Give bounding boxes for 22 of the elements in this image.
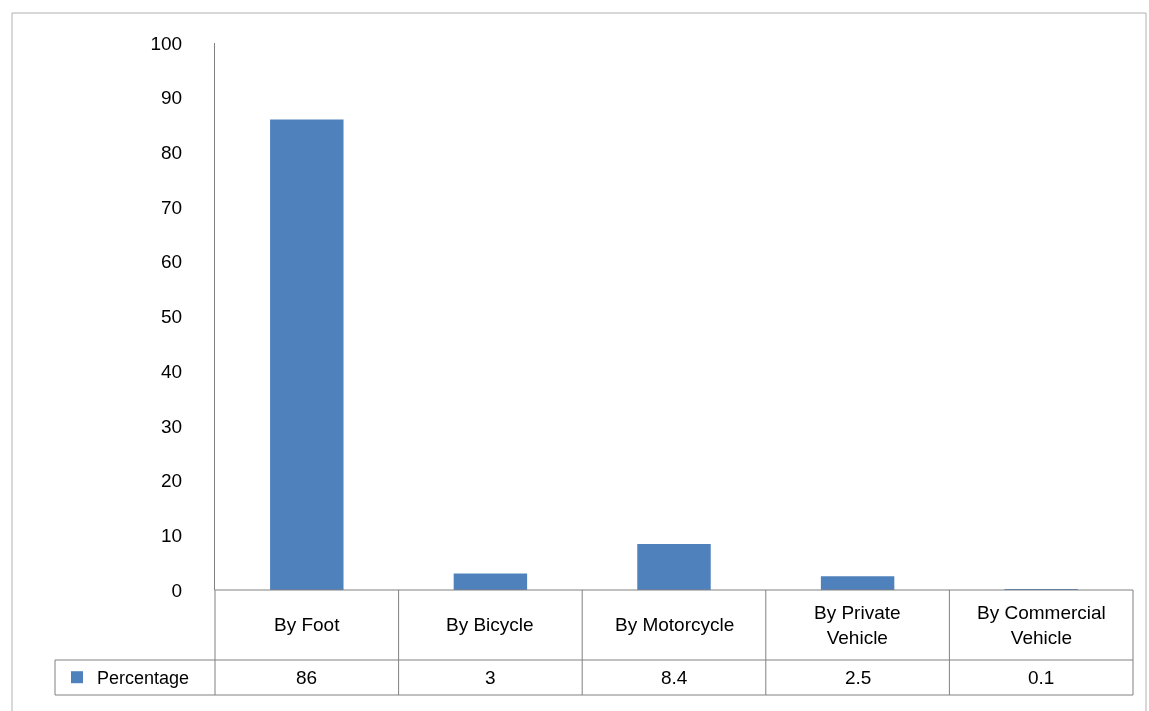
- data-label: 2.5: [845, 667, 872, 688]
- y-tick-label: 10: [161, 524, 183, 546]
- y-tick-label: 40: [161, 360, 183, 382]
- data-label: 0.1: [1028, 667, 1055, 688]
- x-tick-label: By Bicycle: [446, 614, 534, 635]
- y-tick-label: 90: [161, 87, 183, 109]
- y-tick-label: 80: [161, 142, 183, 164]
- x-tick-label: By Foot: [274, 614, 341, 635]
- y-tick-label: 20: [161, 470, 183, 492]
- y-tick-label: 0: [171, 579, 183, 601]
- y-tick-label: 50: [161, 306, 183, 328]
- y-tick-label: 60: [161, 251, 183, 273]
- x-tick-label: By Private Vehicle: [814, 602, 901, 648]
- x-tick-label: By Commercial Vehicle: [977, 602, 1106, 648]
- data-label: 86: [296, 667, 318, 688]
- data-label: 8.4: [661, 667, 688, 688]
- legend-label: Percentage: [97, 668, 190, 689]
- y-tick-label: 100: [150, 32, 183, 54]
- data-label: 3: [485, 667, 496, 688]
- y-tick-label: 30: [161, 415, 183, 437]
- y-tick-label: 70: [161, 196, 183, 218]
- x-tick-label: By Motorcycle: [615, 614, 735, 635]
